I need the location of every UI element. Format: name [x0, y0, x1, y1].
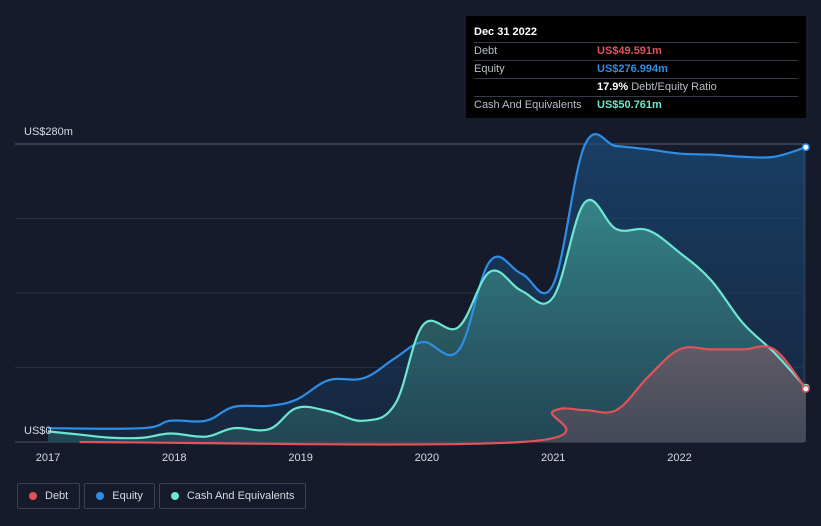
x-tick-label: 2017: [36, 452, 60, 464]
endpoint-debt[interactable]: [801, 384, 810, 393]
x-tick-label: 2020: [415, 452, 439, 464]
debt-dot-icon: [29, 492, 37, 500]
tooltip-row-ratio: 17.9% Debt/Equity Ratio: [474, 78, 798, 96]
legend-debt-label: Debt: [45, 490, 69, 502]
x-tick-label: 2022: [667, 452, 691, 464]
area-cash-and-equivalents: [48, 199, 806, 442]
legend-equity-label: Equity: [112, 490, 143, 502]
tooltip-debt-label: Debt: [474, 45, 498, 57]
legend-cash-label: Cash And Equivalents: [186, 490, 295, 502]
line-cash-and-equivalents: [47, 198, 807, 440]
series-lines: [47, 133, 810, 446]
legend-item-debt[interactable]: Debt: [17, 483, 81, 509]
tooltip-ratio-label: Debt/Equity Ratio: [631, 81, 717, 93]
y-axis-bottom-label: US$0: [24, 425, 52, 437]
tooltip-equity-value: US$276.994m: [597, 63, 668, 75]
line-debt: [79, 345, 807, 446]
equity-dot-icon: [96, 492, 105, 500]
line-equity: [47, 133, 807, 430]
legend-item-cash[interactable]: Cash And Equivalents: [158, 483, 307, 509]
tooltip-row-equity: Equity US$276.994m: [474, 60, 798, 78]
tooltip-date: Dec 31 2022: [474, 26, 537, 38]
legend-item-equity[interactable]: Equity: [84, 483, 155, 509]
axis-labels: US$280m US$0 2017 2018 2019 2020 2021 2022: [24, 126, 692, 464]
tooltip-equity-label: Equity: [474, 63, 505, 75]
x-tick-label: 2018: [162, 452, 186, 464]
y-axis-top-label: US$280m: [24, 126, 73, 138]
endpoint-equity[interactable]: [801, 143, 810, 152]
tooltip-row-cash: Cash And Equivalents US$50.761m: [474, 96, 798, 114]
series-areas: [48, 134, 806, 445]
tooltip-cash-label: Cash And Equivalents: [474, 99, 582, 111]
tooltip-row-debt: Debt US$49.591m: [474, 42, 798, 60]
tooltip-ratio-value: 17.9%: [597, 81, 629, 93]
tooltip-cash-value: US$50.761m: [597, 99, 662, 111]
tooltip-debt-value: US$49.591m: [597, 45, 662, 57]
tooltip-panel: Dec 31 2022 Debt US$49.591m Equity US$27…: [466, 16, 806, 118]
x-tick-label: 2021: [541, 452, 565, 464]
cash-dot-icon: [170, 492, 179, 500]
x-tick-label: 2019: [288, 452, 312, 464]
tooltip-ratio-spacer: [474, 79, 597, 96]
legend: Debt Equity Cash And Equivalents: [17, 483, 307, 509]
area-debt: [79, 346, 806, 445]
